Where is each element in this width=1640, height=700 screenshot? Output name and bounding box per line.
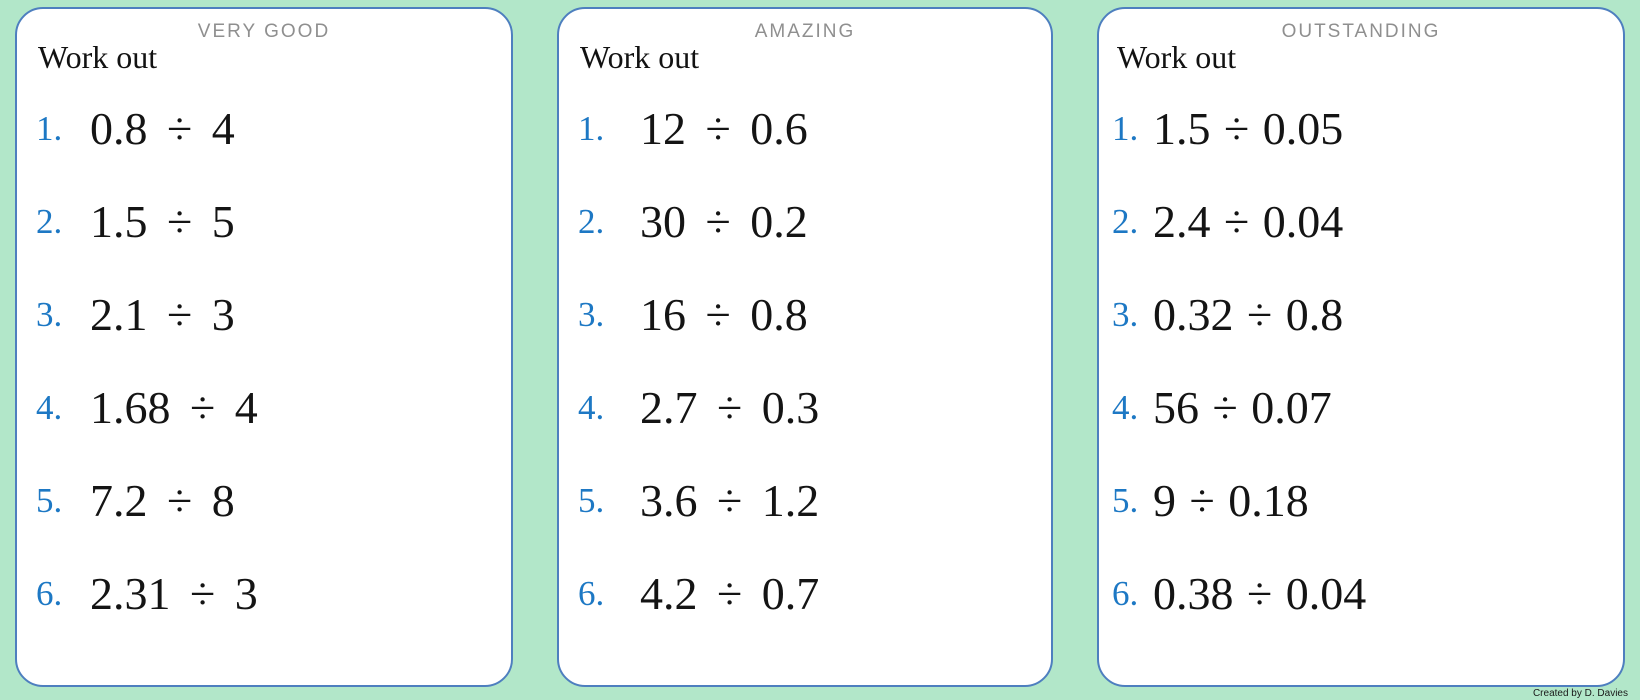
- work-out-label: Work out: [580, 39, 700, 75]
- problem-row: 4. 56 ÷ 0.07: [1099, 361, 1623, 454]
- card-very-good: VERY GOOD Work out 1. 0.8 ÷ 4 2. 1.5 ÷ 5…: [15, 7, 513, 687]
- problem-row: 5. 9 ÷ 0.18: [1099, 454, 1623, 547]
- problem-expression: 1.68 ÷ 4: [90, 382, 258, 433]
- problem-expression: 30 ÷ 0.2: [640, 196, 808, 247]
- problem-number: 1.: [578, 108, 605, 148]
- problem-number: 2.: [1112, 201, 1139, 241]
- work-out-label: Work out: [38, 39, 158, 75]
- problem-row: 4. 2.7 ÷ 0.3: [559, 361, 1051, 454]
- problem-row: 6. 0.38 ÷ 0.04: [1099, 547, 1623, 640]
- card-title: OUTSTANDING: [1281, 21, 1441, 42]
- card-amazing: AMAZING Work out 1. 12 ÷ 0.6 2. 30 ÷ 0.2…: [557, 7, 1053, 687]
- problem-row: 3. 16 ÷ 0.8: [559, 268, 1051, 361]
- credit-label: Created by D. Davies: [1532, 688, 1628, 699]
- problem-number: 4.: [1112, 387, 1139, 427]
- problem-number: 2.: [36, 201, 63, 241]
- problem-row: 5. 3.6 ÷ 1.2: [559, 454, 1051, 547]
- problem-number: 6.: [36, 573, 63, 613]
- problem-number: 3.: [36, 294, 63, 334]
- problem-number: 5.: [1112, 480, 1139, 520]
- problem-expression: 7.2 ÷ 8: [90, 475, 235, 526]
- problem-number: 4.: [578, 387, 605, 427]
- card-title: AMAZING: [754, 21, 856, 42]
- problem-number: 1.: [36, 108, 63, 148]
- problem-row: 4. 1.68 ÷ 4: [17, 361, 511, 454]
- problem-row: 1. 12 ÷ 0.6: [559, 82, 1051, 175]
- problem-number: 1.: [1112, 108, 1139, 148]
- problem-row: 1. 0.8 ÷ 4: [17, 82, 511, 175]
- problem-row: 1. 1.5 ÷ 0.05: [1099, 82, 1623, 175]
- problem-row: 2. 30 ÷ 0.2: [559, 175, 1051, 268]
- problem-expression: 12 ÷ 0.6: [640, 103, 808, 154]
- problem-number: 5.: [578, 480, 605, 520]
- card-title: VERY GOOD: [197, 21, 331, 42]
- problem-expression: 1.5 ÷ 5: [90, 196, 235, 247]
- problem-expression: 2.31 ÷ 3: [90, 568, 258, 619]
- problem-number: 2.: [578, 201, 605, 241]
- problem-expression: 2.4 ÷ 0.04: [1153, 196, 1344, 247]
- problem-expression: 2.1 ÷ 3: [90, 289, 235, 340]
- problem-expression: 1.5 ÷ 0.05: [1153, 103, 1344, 154]
- card-outstanding: OUTSTANDING Work out 1. 1.5 ÷ 0.05 2. 2.…: [1097, 7, 1625, 687]
- problem-expression: 0.32 ÷ 0.8: [1153, 289, 1344, 340]
- problem-row: 2. 2.4 ÷ 0.04: [1099, 175, 1623, 268]
- problem-row: 6. 2.31 ÷ 3: [17, 547, 511, 640]
- problem-number: 3.: [578, 294, 605, 334]
- problem-number: 5.: [36, 480, 63, 520]
- problem-number: 6.: [578, 573, 605, 613]
- problem-number: 6.: [1112, 573, 1139, 613]
- problem-row: 5. 7.2 ÷ 8: [17, 454, 511, 547]
- problem-expression: 56 ÷ 0.07: [1153, 382, 1332, 433]
- problem-list: 1. 0.8 ÷ 4 2. 1.5 ÷ 5 3. 2.1 ÷ 3 4. 1.68…: [17, 82, 511, 640]
- problem-expression: 0.38 ÷ 0.04: [1153, 568, 1367, 619]
- problem-expression: 9 ÷ 0.18: [1153, 475, 1309, 526]
- problem-expression: 3.6 ÷ 1.2: [640, 475, 820, 526]
- problem-row: 2. 1.5 ÷ 5: [17, 175, 511, 268]
- problem-list: 1. 1.5 ÷ 0.05 2. 2.4 ÷ 0.04 3. 0.32 ÷ 0.…: [1099, 82, 1623, 640]
- problem-expression: 4.2 ÷ 0.7: [640, 568, 820, 619]
- problem-expression: 0.8 ÷ 4: [90, 103, 235, 154]
- problem-expression: 16 ÷ 0.8: [640, 289, 808, 340]
- problem-number: 3.: [1112, 294, 1139, 334]
- problem-expression: 2.7 ÷ 0.3: [640, 382, 820, 433]
- problem-row: 3. 2.1 ÷ 3: [17, 268, 511, 361]
- problem-row: 3. 0.32 ÷ 0.8: [1099, 268, 1623, 361]
- problem-number: 4.: [36, 387, 63, 427]
- problem-row: 6. 4.2 ÷ 0.7: [559, 547, 1051, 640]
- work-out-label: Work out: [1117, 39, 1237, 75]
- problem-list: 1. 12 ÷ 0.6 2. 30 ÷ 0.2 3. 16 ÷ 0.8 4. 2…: [559, 82, 1051, 640]
